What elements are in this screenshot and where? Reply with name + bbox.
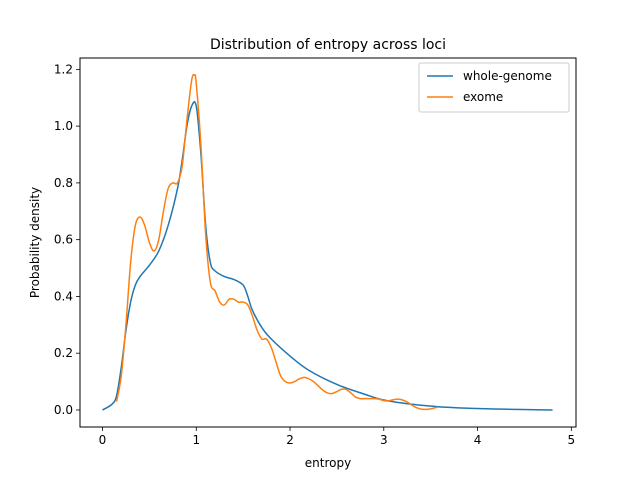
y-tick-label: 1.2 [54, 62, 73, 76]
chart-title: Distribution of entropy across loci [210, 37, 446, 53]
y-axis: 0.0 0.2 0.4 0.6 0.8 1.0 1.2 [54, 62, 80, 417]
x-tick-label: 4 [474, 433, 482, 447]
y-tick-label: 0.4 [54, 289, 73, 303]
x-tick-label: 3 [380, 433, 388, 447]
y-tick-label: 0.6 [54, 233, 73, 247]
x-axis: 0 1 2 3 4 5 [99, 427, 575, 447]
legend-label-whole-genome: whole-genome [463, 69, 552, 83]
series-line-whole-genome [102, 101, 553, 411]
x-axis-label: entropy [305, 456, 351, 470]
legend-box [418, 62, 570, 113]
x-tick-label: 0 [99, 433, 107, 447]
legend: whole-genome exome [418, 62, 570, 113]
x-tick-label: 2 [286, 433, 294, 447]
y-tick-label: 0.0 [54, 403, 73, 417]
y-tick-label: 1.0 [54, 119, 73, 133]
plot-area [102, 73, 553, 411]
x-tick-label: 5 [567, 433, 575, 447]
y-axis-label: Probability density [28, 187, 42, 298]
axes-frame [79, 57, 577, 428]
x-tick-label: 1 [192, 433, 200, 447]
y-tick-label: 0.8 [54, 176, 73, 190]
series-line-exome [115, 73, 439, 411]
y-tick-label: 0.2 [54, 346, 73, 360]
legend-label-exome: exome [463, 90, 503, 104]
